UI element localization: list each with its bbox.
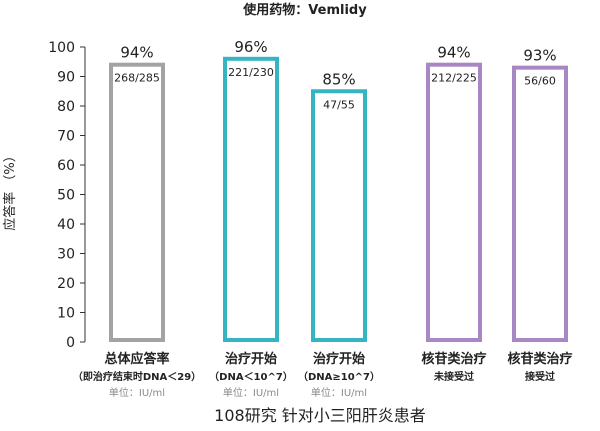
bar <box>311 89 367 342</box>
y-axis-ticks: 0 10 20 30 40 50 60 70 80 90 100 <box>48 40 85 351</box>
bar-ratio-label: 47/55 <box>323 98 355 111</box>
y-tick-label: 30 <box>57 247 75 263</box>
y-tick-label: 90 <box>57 70 75 86</box>
category-label: 治疗开始 <box>225 351 277 367</box>
bar-ratio-label: 56/60 <box>524 75 556 88</box>
bars-group: 94%268/285总体应答率（即治疗结束时DNA＜29）单位：IU/ml96%… <box>73 38 573 399</box>
category-sublabel: （即治疗结束时DNA＜29） <box>73 370 201 383</box>
y-tick-label: 100 <box>48 40 75 56</box>
bar-percent-label: 85% <box>322 70 355 88</box>
bar <box>223 56 279 343</box>
category-label: 治疗开始 <box>313 351 365 367</box>
y-tick-label: 50 <box>57 188 75 204</box>
y-tick-label: 60 <box>57 158 75 174</box>
bar-ratio-label: 212/225 <box>431 72 477 85</box>
bar-percent-label: 94% <box>437 44 470 62</box>
category-sublabel: （DNA＜10^7） <box>209 370 293 383</box>
category-unit: 单位：IU/ml <box>311 386 367 399</box>
y-tick-label: 20 <box>57 276 75 292</box>
y-tick-label: 80 <box>57 99 75 115</box>
bar-group: 85% 47/55 治疗开始 （DNA≥10^7） 单位：IU/ml <box>298 70 380 399</box>
y-tick-label: 40 <box>57 217 75 233</box>
y-tick-label: 10 <box>57 306 75 322</box>
category-label: 总体应答率 <box>104 351 169 367</box>
category-unit: 单位：IU/ml <box>223 386 279 399</box>
bar-percent-label: 96% <box>234 38 267 56</box>
bar <box>512 65 568 343</box>
bar-ratio-label: 221/230 <box>228 66 274 79</box>
chart-footer: 108研究 针对小三阳肝炎患者 <box>214 406 426 425</box>
bar <box>109 62 165 342</box>
bar-group: 96% 221/230 治疗开始 （DNA＜10^7） 单位：IU/ml <box>209 38 293 399</box>
y-tick-label: 70 <box>57 129 75 145</box>
category-sublabel: （DNA≥10^7） <box>298 370 380 383</box>
bar-percent-label: 94% <box>120 44 153 62</box>
category-label: 核苷类治疗 <box>421 351 486 367</box>
chart-title: 使用药物：Vemlidy <box>242 2 367 18</box>
bar <box>426 62 482 342</box>
y-tick-label: 0 <box>66 335 75 351</box>
category-sublabel: 接受过 <box>525 370 555 383</box>
category-unit: 单位：IU/ml <box>109 386 165 399</box>
bar-percent-label: 93% <box>523 47 556 65</box>
y-axis-label: 应答率 （%） <box>2 149 18 231</box>
bar-ratio-label: 268/285 <box>114 72 160 85</box>
category-sublabel: 未接受过 <box>433 370 474 383</box>
bar-group: 94% 268/285 总体应答率 （即治疗结束时DNA＜29） 单位：IU/ml <box>73 44 201 399</box>
category-label: 核苷类治疗 <box>507 351 572 367</box>
